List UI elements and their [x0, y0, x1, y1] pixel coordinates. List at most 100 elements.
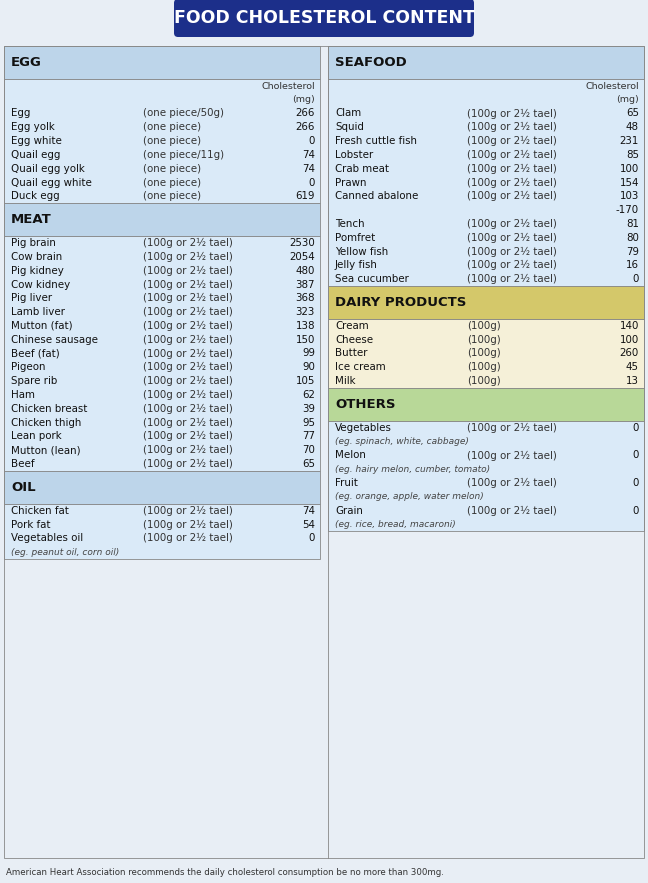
Text: (100g or 2½ tael): (100g or 2½ tael) [143, 362, 233, 373]
Text: 266: 266 [295, 123, 315, 132]
Text: (100g or 2½ tael): (100g or 2½ tael) [467, 122, 557, 132]
Text: (100g or 2½ tael): (100g or 2½ tael) [467, 192, 557, 201]
Text: 65: 65 [626, 109, 639, 118]
Text: (100g or 2½ tael): (100g or 2½ tael) [143, 459, 233, 469]
Text: (100g or 2½ tael): (100g or 2½ tael) [143, 252, 233, 262]
Text: Butter: Butter [335, 349, 367, 358]
Text: Cheese: Cheese [335, 335, 373, 344]
Text: 0: 0 [308, 533, 315, 543]
Text: EGG: EGG [11, 56, 42, 69]
Text: (eg. spinach, white, cabbage): (eg. spinach, white, cabbage) [335, 437, 469, 446]
Text: Chicken fat: Chicken fat [11, 506, 69, 516]
Text: (100g or 2½ tael): (100g or 2½ tael) [467, 163, 557, 174]
Text: (100g): (100g) [467, 349, 501, 358]
Text: (100g or 2½ tael): (100g or 2½ tael) [143, 238, 233, 248]
Text: Melon: Melon [335, 450, 366, 461]
Text: Cow kidney: Cow kidney [11, 280, 70, 290]
Text: (100g or 2½ tael): (100g or 2½ tael) [467, 478, 557, 488]
Text: (100g or 2½ tael): (100g or 2½ tael) [467, 109, 557, 118]
Text: Pomfret: Pomfret [335, 233, 375, 243]
Text: 266: 266 [295, 109, 315, 118]
Text: (100g or 2½ tael): (100g or 2½ tael) [143, 519, 233, 530]
Text: 368: 368 [295, 293, 315, 303]
Text: Lamb liver: Lamb liver [11, 307, 65, 317]
Text: (100g or 2½ tael): (100g or 2½ tael) [143, 533, 233, 543]
Text: OTHERS: OTHERS [335, 398, 395, 411]
Text: Egg yolk: Egg yolk [11, 123, 54, 132]
Text: Cholesterol: Cholesterol [261, 82, 315, 91]
Text: (100g or 2½ tael): (100g or 2½ tael) [143, 349, 233, 358]
Text: (100g or 2½ tael): (100g or 2½ tael) [467, 232, 557, 243]
Text: Sea cucumber: Sea cucumber [335, 274, 409, 284]
Text: 0: 0 [632, 450, 639, 461]
Text: (100g or 2½ tael): (100g or 2½ tael) [143, 445, 233, 455]
Text: (one piece): (one piece) [143, 192, 201, 201]
Text: Quail egg white: Quail egg white [11, 177, 92, 187]
Text: Ham: Ham [11, 390, 35, 400]
Text: (100g): (100g) [467, 335, 501, 344]
Text: 39: 39 [302, 404, 315, 414]
Bar [328, 421, 644, 532]
Bar [328, 388, 644, 421]
Text: 0: 0 [632, 274, 639, 284]
Text: 95: 95 [302, 418, 315, 427]
Text: Lean pork: Lean pork [11, 431, 62, 442]
Text: 138: 138 [295, 321, 315, 331]
Text: (100g or 2½ tael): (100g or 2½ tael) [143, 418, 233, 427]
Text: Lobster: Lobster [335, 150, 373, 160]
FancyBboxPatch shape [174, 0, 474, 37]
Text: 70: 70 [302, 445, 315, 455]
Text: 54: 54 [302, 519, 315, 530]
Text: DAIRY PRODUCTS: DAIRY PRODUCTS [335, 296, 467, 309]
Text: Pig brain: Pig brain [11, 238, 56, 248]
Text: (one piece): (one piece) [143, 177, 201, 187]
Bar [328, 286, 644, 319]
Text: 77: 77 [302, 431, 315, 442]
Text: 90: 90 [302, 362, 315, 373]
Text: 85: 85 [626, 150, 639, 160]
Text: 0: 0 [308, 136, 315, 146]
Text: (mg): (mg) [292, 94, 315, 103]
Text: 2530: 2530 [289, 238, 315, 248]
Bar [4, 504, 320, 559]
Text: 99: 99 [302, 349, 315, 358]
Bar [328, 79, 644, 286]
Text: (100g or 2½ tael): (100g or 2½ tael) [143, 321, 233, 331]
Text: -170: -170 [616, 205, 639, 215]
Text: Mutton (lean): Mutton (lean) [11, 445, 80, 455]
Text: (100g or 2½ tael): (100g or 2½ tael) [143, 335, 233, 344]
Text: (100g or 2½ tael): (100g or 2½ tael) [467, 450, 557, 461]
Text: 65: 65 [302, 459, 315, 469]
Text: (100g or 2½ tael): (100g or 2½ tael) [143, 266, 233, 275]
Text: 619: 619 [295, 192, 315, 201]
Text: 74: 74 [302, 150, 315, 160]
Text: (100g or 2½ tael): (100g or 2½ tael) [467, 246, 557, 257]
Text: Egg: Egg [11, 109, 30, 118]
Text: (eg. rice, bread, macaroni): (eg. rice, bread, macaroni) [335, 520, 456, 529]
Text: Cow brain: Cow brain [11, 252, 62, 262]
Text: 62: 62 [302, 390, 315, 400]
Text: (one piece/50g): (one piece/50g) [143, 109, 224, 118]
Text: (one piece/11g): (one piece/11g) [143, 150, 224, 160]
Text: Chicken thigh: Chicken thigh [11, 418, 82, 427]
Text: Crab meat: Crab meat [335, 163, 389, 174]
Text: 140: 140 [619, 321, 639, 331]
Text: 100: 100 [619, 163, 639, 174]
Text: 260: 260 [619, 349, 639, 358]
Text: 2054: 2054 [289, 252, 315, 262]
Text: (eg. hairy melon, cumber, tomato): (eg. hairy melon, cumber, tomato) [335, 464, 490, 474]
Text: 13: 13 [626, 376, 639, 386]
Text: (100g or 2½ tael): (100g or 2½ tael) [143, 376, 233, 386]
Text: (one piece): (one piece) [143, 163, 201, 174]
Text: (100g or 2½ tael): (100g or 2½ tael) [467, 423, 557, 433]
Text: (100g or 2½ tael): (100g or 2½ tael) [467, 136, 557, 147]
Bar [4, 79, 320, 203]
Text: Vegetables oil: Vegetables oil [11, 533, 83, 543]
Text: Cholesterol: Cholesterol [585, 82, 639, 91]
Text: Jelly fish: Jelly fish [335, 260, 378, 270]
Text: Quail egg: Quail egg [11, 150, 60, 160]
Text: (100g or 2½ tael): (100g or 2½ tael) [143, 506, 233, 516]
Text: (100g or 2½ tael): (100g or 2½ tael) [467, 150, 557, 160]
Text: (100g): (100g) [467, 321, 501, 331]
Text: 0: 0 [632, 506, 639, 516]
